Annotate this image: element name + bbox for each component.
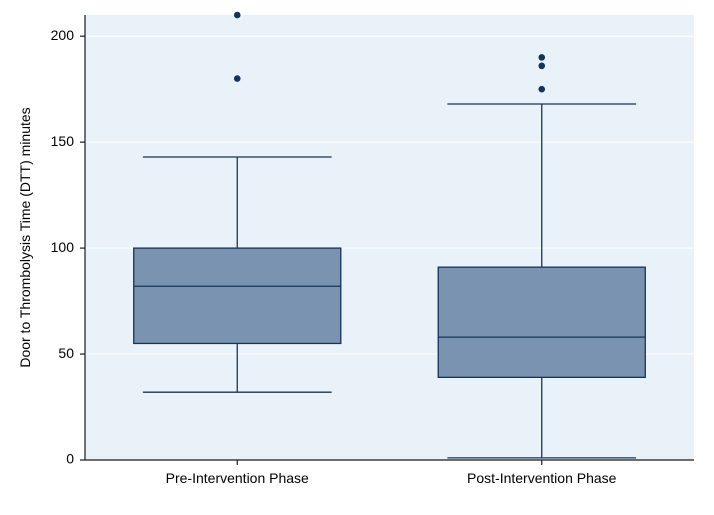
y-axis-label: Door to Thrombolysis Time (DTT) minutes — [17, 107, 33, 367]
y-tick-label: 50 — [58, 345, 74, 361]
chart-svg: 0 50 100 150 200 Door to Thrombolysis Time (D… — [0, 0, 714, 515]
y-tick-label: 100 — [51, 239, 75, 255]
y-tick-label: 0 — [66, 451, 74, 467]
y-tick-label: 200 — [51, 27, 75, 43]
boxplot-chart: 0 50 100 150 200 Door to Thrombolysis Time (D… — [0, 0, 714, 515]
x-category-label: Pre-Intervention Phase — [166, 470, 309, 486]
x-category-label: Post-Intervention Phase — [467, 470, 617, 486]
y-tick-label: 150 — [51, 133, 75, 149]
